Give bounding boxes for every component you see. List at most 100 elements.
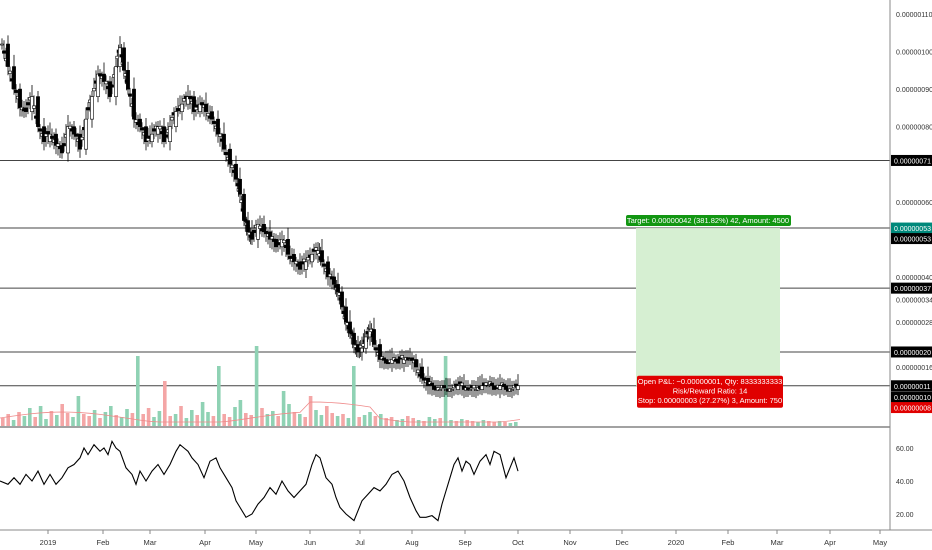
candle-body [8,70,12,74]
candle-body [170,117,174,121]
candle-body [292,254,296,263]
time-axis-label: Feb [722,538,735,547]
volume-bar [76,396,81,426]
candle-body [108,81,112,97]
candle-body [192,96,196,112]
candle-body [420,366,424,379]
candle-body [468,389,472,391]
candle-body [422,377,426,381]
price-badge [891,282,932,294]
volume-bar [389,417,394,426]
candle-body [182,98,186,102]
time-axis-label: Jul [355,538,365,547]
volume-bar [433,419,437,426]
candle-body [18,88,22,109]
candle-body [234,163,238,180]
price-tick-label: 0.00000110 [896,12,932,19]
candle-body [80,136,84,141]
candle-body [44,133,48,137]
volume-bar [314,410,318,426]
volume-bar [303,417,307,426]
volume-bar [233,407,237,426]
candle-body [262,223,266,233]
price-tick-label: 0.00000060 [896,200,932,207]
time-axis-label: Nov [563,538,577,547]
volume-bar [44,419,48,426]
candle-body [396,359,400,364]
time-axis-label: Dec [615,538,629,547]
candle-body [110,84,114,88]
time-axis-label: Mar [771,538,784,547]
candle-body [288,255,292,259]
candle-body [0,43,4,46]
profit-zone[interactable] [636,228,780,386]
candle-body [68,125,72,129]
candle-body [264,231,268,235]
volume-bar [384,418,388,426]
oscillator-pane [0,440,519,522]
candle-body [294,261,298,265]
volume-bar [98,418,102,426]
time-axis[interactable]: 2019 Feb Mar Apr May Jun Jul Aug Sep Oct Nov Dec 202… [0,529,932,547]
volume-bar [244,413,248,426]
candle-body [50,135,54,139]
volume-bar [422,421,426,426]
candle-body [74,133,78,137]
stop-info-line: Stop: 0.00000003 (27.27%) 3, Amount: 750 [638,396,782,405]
candle-body [486,385,490,388]
volume-bar [465,420,469,426]
time-axis-label: Apr [199,538,211,547]
candle-body [276,242,280,246]
candle-body [258,225,262,229]
candle-body [176,108,180,112]
candle-body [472,385,476,389]
volume-bar [460,419,464,426]
candle-body [144,126,148,142]
candle-body [72,126,76,135]
volume-bar [357,417,361,426]
candle-body [24,107,28,112]
volume-bar [368,412,372,426]
candle-body [456,385,460,390]
volume-bar [227,417,232,426]
candle-body [46,131,50,135]
candle-body [416,369,420,373]
candle-body [92,88,96,92]
volume-bar [55,415,59,426]
price-tick-label: 0.00000090 [896,87,932,94]
volume-bar [271,411,275,426]
candle-body [62,143,66,147]
volume-bar [487,421,491,426]
price-tick-label: 0.00000100 [896,50,932,57]
candle-body [168,126,172,142]
candle-body [344,306,348,323]
candle-body [36,96,40,127]
candle-body [304,261,308,270]
volume-bar [200,402,205,426]
time-axis-labels: 2019 Feb Mar Apr May Jun Jul Aug Sep Oct Nov Dec 202… [40,530,887,547]
candle-body [310,254,314,263]
target-label [626,215,791,227]
candle-body [140,127,144,131]
candle-body [78,133,82,150]
volume-bar [330,413,334,426]
price-scale[interactable]: 0.00000110 0.00000100 0.00000090 0.00000080… [889,0,932,530]
volume-bar [87,416,91,426]
candle-body [206,113,210,117]
candle-body [484,382,488,386]
candle-body [198,103,202,112]
volume-bar [249,415,253,426]
time-axis-label: Feb [97,538,110,547]
volume-bar [136,356,140,426]
volume-bar [503,422,507,426]
candle-body [162,126,166,142]
volume-bar [179,406,183,426]
candle-body [438,389,442,391]
time-axis-label: Sep [458,538,471,547]
candle-body [516,385,520,390]
target-label-text: Target: 0.00000042 (381.82%) 42, Amount:… [627,216,789,225]
candle-body [314,247,318,251]
long-position-tool[interactable]: Target: 0.00000042 (381.82%) 42, Amount:… [626,215,791,408]
